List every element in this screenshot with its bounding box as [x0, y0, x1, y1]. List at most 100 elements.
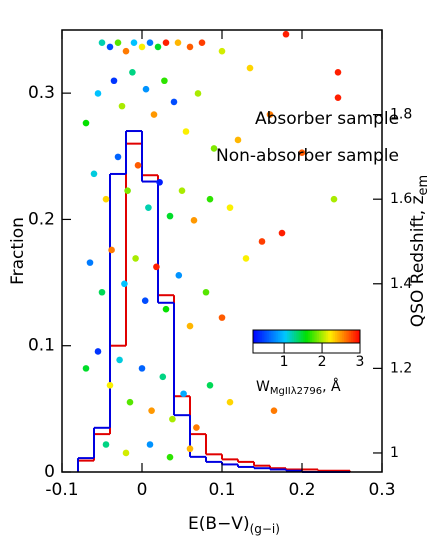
scatter-point [141, 297, 149, 304]
scatter-point [86, 259, 94, 266]
y-tick-label: 0.3 [28, 83, 55, 103]
scatter-point [234, 136, 242, 144]
scatter-point [134, 162, 142, 169]
colorbar-cell [308, 330, 311, 343]
colorbar-cell [313, 330, 316, 343]
scatter-point [182, 128, 190, 135]
colorbar-cell [294, 330, 297, 343]
scatter-point [198, 39, 206, 46]
scatter-point [94, 348, 102, 355]
scatter-point [82, 365, 90, 372]
colorbar-cell [331, 330, 334, 343]
scatter-point [206, 381, 214, 389]
scatter-point [106, 381, 114, 389]
scatter-point [180, 390, 187, 398]
scatter-point [226, 204, 234, 211]
scatter-point [122, 449, 130, 457]
scatter-point [106, 43, 114, 51]
scatter-point [278, 229, 286, 237]
scatter-point [298, 149, 306, 156]
x-tick-label: 0.3 [368, 480, 395, 500]
colorbar-cell [279, 330, 283, 343]
colorbar-cell [253, 330, 256, 343]
colorbar-cell [329, 330, 332, 343]
colorbar-cell [301, 330, 304, 343]
y2-tick-label: 1.4 [390, 276, 412, 292]
colorbar-cell [310, 330, 313, 343]
colorbar-cell [285, 330, 288, 343]
scatter-point [175, 272, 183, 279]
scatter-point [121, 280, 128, 288]
colorbar-cell [340, 330, 343, 343]
y2-label-main: QSO Redshift, z [408, 195, 428, 327]
colorbar-tick-label: 1 [280, 354, 289, 370]
scatter-point [153, 263, 160, 271]
scatter-point [242, 255, 250, 262]
scatter-point [334, 94, 342, 101]
scatter-point [206, 195, 214, 203]
scatter-point [90, 170, 98, 178]
y2-tick-label: 1.6 [390, 191, 412, 207]
colorbar-cell [297, 330, 300, 343]
colorbar-cell [336, 330, 340, 343]
scatter-point [116, 356, 123, 364]
colorbar-cell [292, 330, 295, 343]
scatter-point [124, 187, 131, 195]
scatter-point [226, 398, 234, 406]
scatter-point [150, 111, 158, 118]
colorbar-cell [267, 330, 270, 343]
y2-label-sub: em [416, 175, 431, 196]
scatter-point [218, 47, 226, 55]
colorbar-cell [349, 330, 352, 343]
scatter-point [132, 255, 139, 262]
x-tick-label: 0.1 [208, 480, 235, 500]
colorbar-label: WMgIIλ2796, Å [256, 378, 341, 397]
colorbar-label-suffix: , Å [322, 378, 341, 395]
colorbar-cell [352, 330, 356, 343]
scatter-point [146, 39, 154, 46]
colorbar-cell [351, 330, 354, 343]
colorbar-cell [333, 330, 336, 343]
legend-entry: Non-absorber sample [216, 146, 399, 166]
colorbar-tick-label: 3 [356, 354, 365, 370]
colorbar-cell [295, 330, 299, 343]
scatter-point [98, 39, 106, 46]
scatter-point [94, 90, 102, 97]
y2-tick-label: 1.8 [390, 107, 412, 123]
scatter-point [142, 85, 150, 93]
colorbar-cell [335, 330, 338, 343]
scatter-point [166, 453, 174, 461]
scatter-point [334, 68, 342, 76]
scatter-point [258, 238, 266, 245]
colorbar-cell [265, 330, 268, 343]
scatter-point [108, 246, 115, 254]
colorbar-cell [354, 330, 357, 343]
x-tick-label: 0 [137, 480, 148, 500]
colorbar-cell [286, 330, 290, 343]
colorbar-cell [327, 330, 331, 343]
colorbar-cell [356, 330, 359, 343]
colorbar-cell [302, 330, 306, 343]
x-label-sub: (g−i) [250, 522, 280, 536]
x-tick-label: 0.2 [288, 480, 315, 500]
scatter-point [186, 445, 194, 453]
colorbar-cell [345, 330, 349, 343]
colorbar-label-sub: MgIIλ2796 [270, 386, 322, 397]
scatter-point [194, 90, 202, 97]
scatter-point [162, 39, 170, 46]
colorbar-cell [258, 330, 261, 343]
scatter-point [162, 305, 170, 313]
colorbar-cell [256, 330, 259, 343]
scatter-point [186, 322, 194, 330]
colorbar-cell [311, 330, 315, 343]
colorbar-cell [322, 330, 325, 343]
scatter-point [122, 47, 130, 55]
scatter-point [218, 314, 226, 321]
scatter-point [210, 145, 218, 152]
y-tick-label: 0.2 [28, 209, 55, 229]
scatter-point [126, 398, 134, 406]
scatter-point [159, 373, 167, 381]
colorbar-cell [269, 330, 272, 343]
colorbar-cell [283, 330, 286, 343]
scatter-point [114, 39, 122, 46]
